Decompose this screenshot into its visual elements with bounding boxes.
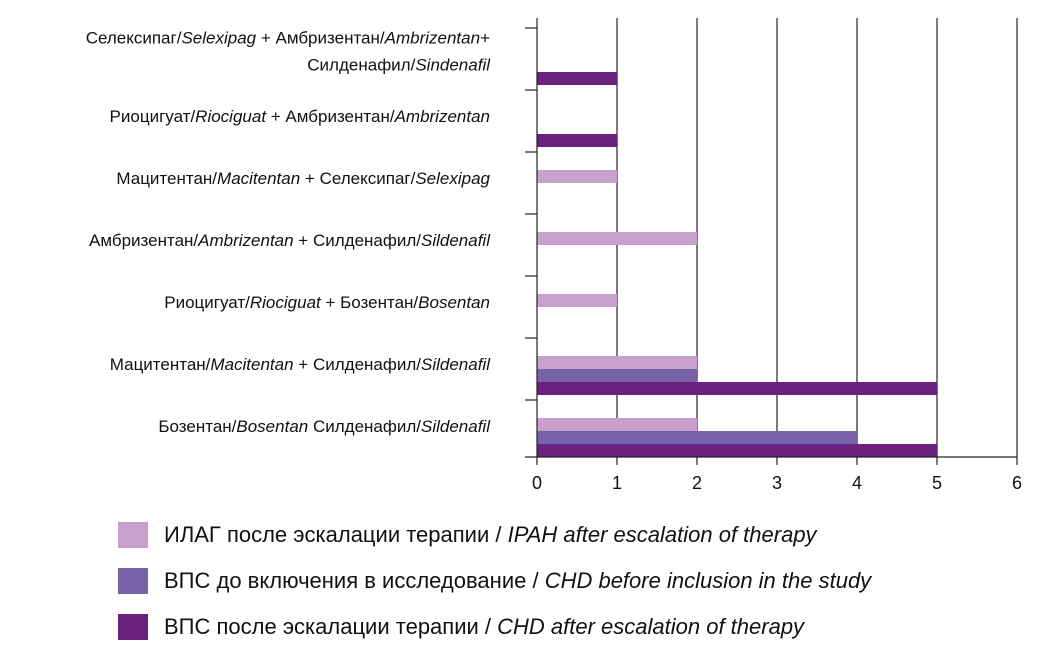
bar xyxy=(537,369,697,382)
x-tick-label: 1 xyxy=(612,473,622,493)
x-tick-label: 6 xyxy=(1012,473,1022,493)
category-label: Селексипаг/Selexipag + Амбризентан/Ambri… xyxy=(86,29,490,48)
category-label: Мацитентан/Macitentan + Селексипаг/Selex… xyxy=(116,169,490,188)
legend-item: ВПС до включения в исследование / CHD be… xyxy=(118,558,871,604)
category-label: Риоцигуат/Riociguat + Амбризентан/Ambriz… xyxy=(110,107,490,126)
legend-item: ИЛАГ после эскалации терапии / IPAH afte… xyxy=(118,512,871,558)
legend: ИЛАГ после эскалации терапии / IPAH afte… xyxy=(118,512,871,650)
bar xyxy=(537,170,617,183)
category-label: Риоцигуат/Riociguat + Бозентан/Bosentan xyxy=(164,293,490,312)
bar xyxy=(537,382,937,395)
legend-label: ИЛАГ после эскалации терапии / IPAH afte… xyxy=(164,522,817,547)
legend-label: ВПС после эскалации терапии / CHD after … xyxy=(164,614,805,639)
bars xyxy=(537,72,937,457)
x-tick-label: 2 xyxy=(692,473,702,493)
category-label: Амбризентан/Ambrizentan + Силденафил/Sil… xyxy=(89,231,491,250)
x-tick-label: 4 xyxy=(852,473,862,493)
x-tick-label: 0 xyxy=(532,473,542,493)
bar xyxy=(537,294,617,307)
bar xyxy=(537,444,937,457)
legend-swatch xyxy=(118,522,148,548)
legend-swatch xyxy=(118,568,148,594)
category-label: Мацитентан/Macitentan + Силденафил/Silde… xyxy=(110,355,491,374)
bar xyxy=(537,418,697,431)
bar-chart: 0 1 2 3 4 5 6 Селексипаг/Selexipag + Амбризент… xyxy=(86,18,1022,493)
category-label: Силденафил/Sindenafil xyxy=(307,56,491,75)
category-label: Бозентан/Bosentan Силденафил/Sildenafil xyxy=(158,417,491,436)
bar xyxy=(537,356,697,369)
bar xyxy=(537,72,617,85)
axes xyxy=(525,18,1018,465)
bar xyxy=(537,232,697,245)
legend-label: ВПС до включения в исследование / CHD be… xyxy=(164,568,872,593)
bar xyxy=(537,134,617,147)
bar xyxy=(537,431,857,444)
x-tick-labels: 0 1 2 3 4 5 6 xyxy=(532,473,1022,493)
x-tick-label: 5 xyxy=(932,473,942,493)
category-labels: Селексипаг/Selexipag + Амбризентан/Ambri… xyxy=(86,29,492,437)
legend-swatch xyxy=(118,614,148,640)
legend-item: ВПС после эскалации терапии / CHD after … xyxy=(118,604,871,650)
x-tick-label: 3 xyxy=(772,473,782,493)
